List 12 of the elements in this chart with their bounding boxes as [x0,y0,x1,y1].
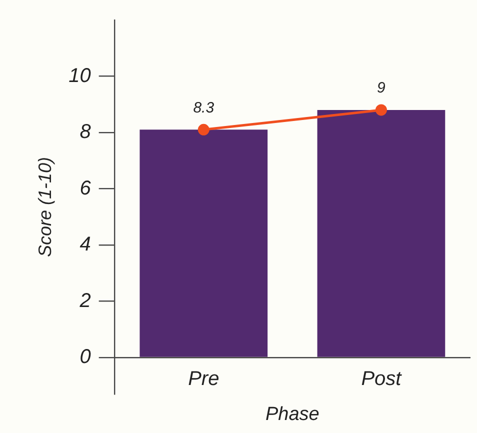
annotation: 9 [377,80,386,97]
y-tick-label: 8 [80,121,91,144]
y-tick-label: 0 [80,346,91,368]
y-tick-label: 10 [68,64,91,87]
x-tick-label: Pre [188,368,220,390]
y-tick-label: 6 [80,177,92,200]
y-tick-label: 2 [78,290,91,312]
x-tick-label: Post [361,368,403,390]
x-axis-title: Phase [265,404,320,426]
y-axis-title: Score (1-10) [34,156,55,258]
annotation: 8.3 [193,99,215,116]
y-tick-label: 4 [80,234,91,256]
